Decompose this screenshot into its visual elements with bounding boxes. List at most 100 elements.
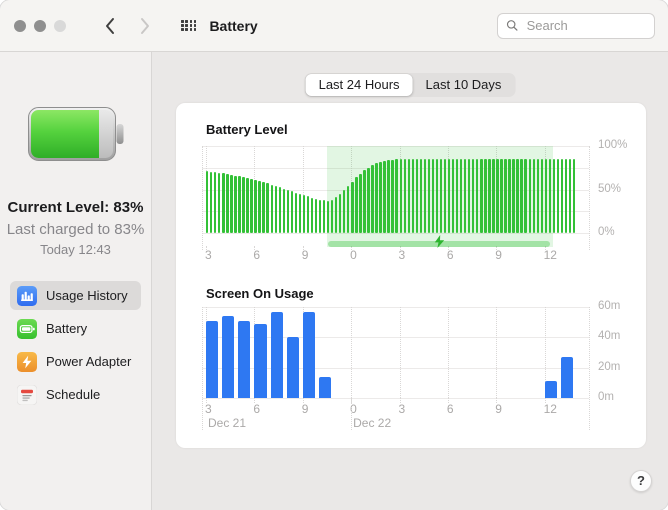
- screen-on-usage-bar: [238, 320, 251, 398]
- battery-level-bar: [391, 159, 394, 233]
- battery-level-bar: [274, 186, 277, 233]
- sidebar-item-power-adapter[interactable]: Power Adapter: [10, 347, 141, 376]
- zoom-button[interactable]: [54, 19, 66, 32]
- grid-line: [351, 307, 353, 430]
- battery-level-bar: [540, 159, 543, 233]
- sidebar-item-label: Usage History: [46, 288, 128, 303]
- chevron-left-icon: [106, 17, 114, 34]
- grid-line: [206, 246, 207, 250]
- battery-level-bar: [544, 159, 548, 233]
- sidebar-item-usage-history[interactable]: Usage History: [10, 281, 141, 310]
- last-charged-text: Last charged to 83%: [6, 221, 145, 238]
- battery-level-bar: [314, 198, 318, 233]
- battery-level-bar: [504, 159, 507, 233]
- grid-line: [302, 246, 304, 250]
- grid-line: [206, 398, 207, 403]
- schedule-icon: [17, 384, 37, 405]
- screen-on-usage-bar: [206, 320, 219, 398]
- grid-line: [254, 398, 256, 403]
- battery-level-bar: [214, 172, 217, 233]
- battery-level-bar: [435, 159, 439, 233]
- battery-level-bar: [298, 193, 302, 233]
- sidebar-item-battery[interactable]: Battery: [10, 314, 141, 343]
- screen-on-usage-bar: [270, 311, 283, 398]
- minimize-button[interactable]: [34, 19, 46, 32]
- battery-level-bar: [238, 176, 241, 233]
- grid-line: [399, 398, 401, 403]
- traffic-lights: [14, 19, 66, 32]
- search-field[interactable]: [497, 12, 655, 39]
- battery-level-bar: [367, 167, 370, 233]
- y-axis-label: 0%: [598, 226, 615, 238]
- sidebar-item-label: Power Adapter: [46, 354, 132, 369]
- grid-line: [202, 146, 203, 250]
- battery-level-bar: [464, 159, 467, 233]
- x-tick-label: 12: [543, 248, 557, 262]
- y-axis-label: 50%: [598, 182, 622, 195]
- battery-level-bar: [278, 187, 281, 233]
- tab-last-10-days[interactable]: Last 10 Days: [425, 77, 502, 92]
- forward-button[interactable]: [135, 16, 155, 36]
- battery-level-bar: [415, 159, 419, 233]
- battery-level-bar: [443, 159, 447, 233]
- battery-level-bar: [447, 159, 451, 233]
- battery-level-bar: [439, 159, 443, 233]
- power-adapter-icon: [17, 351, 37, 372]
- battery-level-bar: [222, 172, 225, 233]
- grid-line: [544, 307, 546, 398]
- grid-line: [202, 398, 589, 399]
- search-icon: [506, 20, 518, 31]
- grid-line: [202, 337, 589, 339]
- x-tick-label: 12: [543, 402, 557, 416]
- content-pane: Last 24 Hours Last 10 Days Battery Level…: [152, 52, 668, 510]
- battery-level-bar: [206, 171, 209, 233]
- battery-level-bar: [383, 160, 386, 233]
- screen-on-usage-bar: [286, 337, 299, 398]
- show-all-grid-icon[interactable]: [181, 19, 197, 32]
- battery-level-bar: [266, 183, 269, 233]
- sidebar-item-schedule[interactable]: Schedule: [10, 380, 141, 409]
- grid-line: [447, 307, 449, 398]
- screen-on-usage-bar: [222, 316, 235, 398]
- x-tick-label: 6: [253, 402, 261, 416]
- y-axis-label: 20m: [598, 360, 621, 373]
- search-input[interactable]: [524, 17, 646, 34]
- screen-on-usage-bar: [318, 376, 332, 398]
- screen-on-usage-title: Screen On Usage: [206, 286, 314, 301]
- sidebar: Current Level: 83% Last charged to 83% T…: [0, 52, 152, 510]
- battery-level-bar: [431, 159, 435, 233]
- grid-line: [302, 146, 304, 233]
- battery-level-bar: [355, 177, 358, 233]
- battery-level-bar: [359, 173, 362, 233]
- window-body: Current Level: 83% Last charged to 83% T…: [0, 52, 668, 510]
- battery-level-bar: [210, 171, 213, 233]
- x-tick-label: 6: [446, 402, 454, 416]
- battery-level-bar: [459, 159, 463, 233]
- battery-level-bar: [532, 159, 535, 233]
- grid-line: [399, 307, 401, 398]
- battery-level-bar: [375, 163, 378, 233]
- battery-level-bar: [347, 186, 350, 233]
- battery-level-bar: [330, 199, 334, 233]
- grid-line: [302, 398, 304, 403]
- battery-level-bar: [520, 159, 523, 233]
- back-button[interactable]: [100, 16, 120, 36]
- tab-last-24-hours[interactable]: Last 24 Hours: [305, 74, 413, 96]
- battery-level-bar: [286, 189, 290, 233]
- battery-level-bar: [351, 181, 354, 233]
- screen-on-usage-plot: 3 6 9 0 3 6 9 12 60m 40m 20m 0m Dec 21 Dec 22: [202, 300, 620, 430]
- battery-level-bar: [290, 191, 294, 233]
- grid-line: [496, 307, 498, 398]
- battery-level-bar: [322, 200, 326, 233]
- battery-level-bar: [568, 159, 572, 233]
- sidebar-item-label: Battery: [46, 321, 88, 336]
- grid-line: [496, 398, 498, 403]
- battery-level-bar: [254, 179, 257, 233]
- battery-level-bar: [343, 190, 346, 233]
- close-button[interactable]: [14, 19, 26, 32]
- sidebar-item-label: Schedule: [46, 387, 101, 402]
- help-button[interactable]: ?: [630, 470, 652, 492]
- grid-line: [589, 307, 590, 430]
- battery-level-bar: [496, 159, 499, 233]
- grid-line: [351, 246, 353, 250]
